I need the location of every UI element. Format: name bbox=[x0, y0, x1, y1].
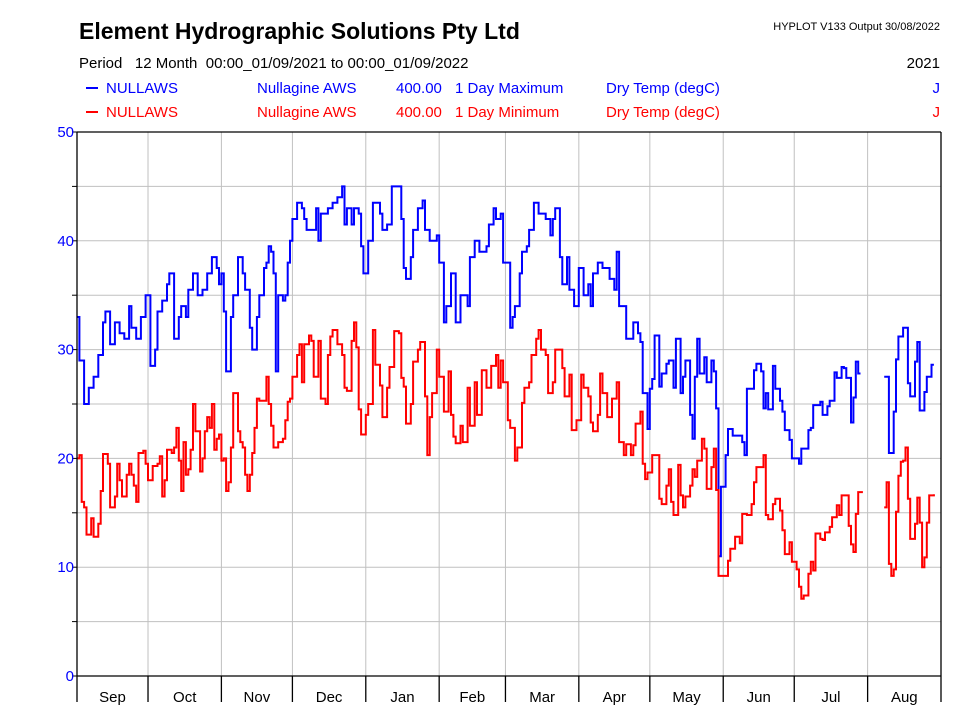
legend-name: Nullagine AWS bbox=[257, 104, 357, 121]
x-tick-label: Oct bbox=[173, 689, 197, 706]
y-tick-label: 40 bbox=[57, 233, 74, 250]
legend-site: NULLAWS bbox=[106, 80, 178, 97]
y-tick-label: 50 bbox=[57, 124, 74, 141]
legend-site: NULLAWS bbox=[106, 104, 178, 121]
x-tick-label: Mar bbox=[529, 689, 555, 706]
x-tick-label: Apr bbox=[603, 689, 626, 706]
x-tick-label: Sep bbox=[99, 689, 126, 706]
legend-units: Dry Temp (degC) bbox=[606, 80, 720, 97]
series-line-minimum bbox=[77, 321, 935, 600]
series-lines bbox=[77, 185, 935, 600]
x-tick-label: Aug bbox=[891, 689, 918, 706]
legend-variable: 400.00 bbox=[396, 104, 442, 121]
year-label: 2021 bbox=[907, 55, 940, 72]
x-tick-label: May bbox=[672, 689, 701, 706]
legend-flag: J bbox=[933, 104, 941, 121]
legend-stat: 1 Day Maximum bbox=[455, 80, 563, 97]
x-tick-label: Dec bbox=[316, 689, 343, 706]
legend-variable: 400.00 bbox=[396, 80, 442, 97]
x-tick-label: Nov bbox=[244, 689, 271, 706]
x-tick-label: Feb bbox=[459, 689, 485, 706]
period-label: Period 12 Month 00:00_01/09/2021 to 00:0… bbox=[79, 55, 469, 72]
series-line-maximum bbox=[77, 185, 934, 558]
y-tick-label: 20 bbox=[57, 450, 74, 467]
y-tick-label: 0 bbox=[66, 668, 74, 685]
x-tick-label: Jun bbox=[747, 689, 771, 706]
x-tick-label: Jan bbox=[390, 689, 414, 706]
axes: 0 10 20 30 40 50 Sep Oct Nov Dec Jan Feb Mar Apr May Ju… bbox=[57, 124, 942, 706]
legend-flag: J bbox=[933, 80, 941, 97]
legend-name: Nullagine AWS bbox=[257, 80, 357, 97]
grid bbox=[77, 132, 941, 676]
y-tick-label: 30 bbox=[57, 342, 74, 359]
legend-units: Dry Temp (degC) bbox=[606, 104, 720, 121]
y-tick-label: 10 bbox=[57, 559, 74, 576]
legend: NULLAWS Nullagine AWS 400.00 1 Day Maximum D… bbox=[86, 80, 940, 121]
chart-title: Element Hydrographic Solutions Pty Ltd bbox=[79, 18, 520, 44]
x-tick-label: Jul bbox=[821, 689, 840, 706]
program-version: HYPLOT V133 Output 30/08/2022 bbox=[773, 21, 940, 33]
legend-stat: 1 Day Minimum bbox=[455, 104, 559, 121]
